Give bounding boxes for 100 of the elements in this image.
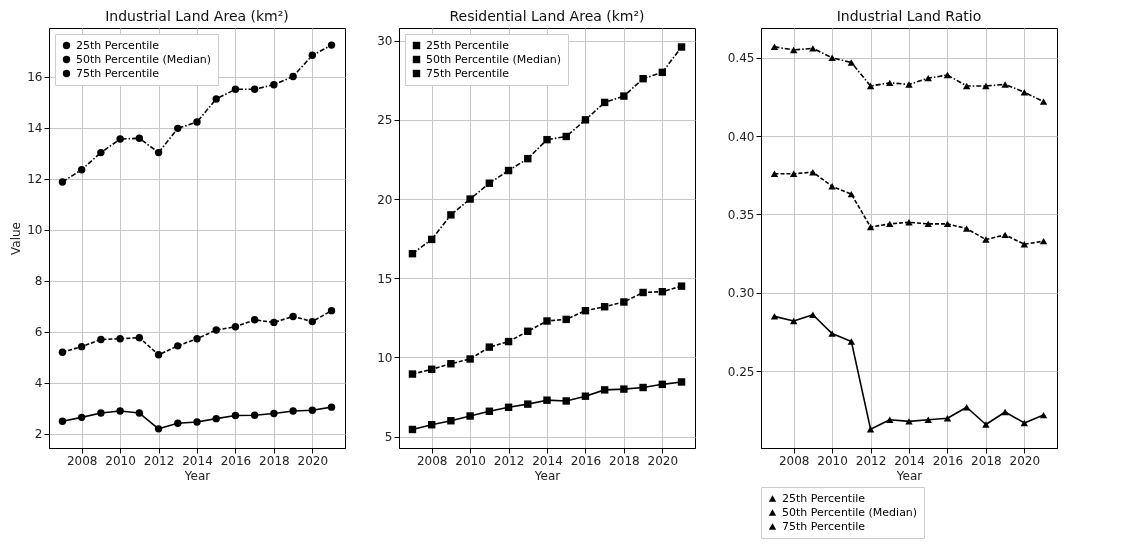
point — [135, 409, 144, 417]
point — [1001, 81, 1009, 88]
point — [1001, 408, 1009, 416]
x-axis-title: Year — [895, 468, 923, 483]
point — [135, 134, 144, 142]
point — [174, 342, 182, 350]
point — [828, 54, 836, 61]
point — [1039, 237, 1048, 245]
chart-title: Residential Land Area (km²) — [449, 8, 645, 24]
point — [408, 370, 417, 378]
chart-title: Industrial Land Ratio — [836, 8, 982, 24]
point — [905, 219, 913, 226]
point — [193, 335, 201, 343]
legend-label: 25th Percentile — [76, 38, 160, 52]
x-axis-title: Year — [533, 468, 561, 483]
point — [485, 343, 494, 351]
y-tick-label: 16 — [27, 70, 43, 85]
y-tick-label: 14 — [27, 121, 43, 136]
x-tick-label: 2018 — [609, 453, 640, 468]
point — [212, 414, 220, 423]
point — [327, 41, 336, 49]
x-tick-label: 2016 — [570, 453, 602, 468]
y-tick-label: 12 — [27, 172, 43, 187]
point — [231, 323, 240, 331]
point — [116, 407, 124, 415]
point — [982, 236, 990, 243]
y-tick-label: 20 — [377, 192, 393, 207]
point — [466, 195, 474, 203]
point — [308, 406, 317, 414]
y-tick-label: 0.25 — [727, 364, 755, 379]
point — [77, 166, 86, 174]
point — [447, 417, 455, 425]
x-tick-label: 2018 — [259, 453, 290, 468]
point — [809, 311, 817, 318]
point — [1001, 231, 1009, 239]
point — [905, 81, 913, 88]
legend-label: 25th Percentile — [426, 38, 510, 52]
legend-label: 50th Percentile (Median) — [426, 52, 562, 66]
point — [77, 342, 86, 351]
point — [270, 318, 278, 327]
point — [174, 124, 182, 133]
point — [847, 59, 856, 66]
point — [250, 316, 259, 324]
point — [289, 72, 297, 81]
legend-label: 75th Percentile — [782, 519, 866, 533]
point — [620, 92, 628, 100]
y-tick-label: 0.30 — [727, 286, 755, 301]
x-tick-label: 2014 — [894, 453, 925, 468]
point — [982, 82, 990, 90]
y-tick-label: 10 — [27, 223, 43, 238]
y-tick-label: 5 — [384, 430, 393, 445]
point — [639, 383, 647, 392]
point — [943, 71, 952, 79]
point — [447, 211, 455, 219]
point — [250, 85, 259, 93]
point — [789, 317, 798, 325]
legend-label: 50th Percentile (Median) — [782, 505, 918, 519]
y-tick-label: 4 — [34, 376, 43, 391]
point — [620, 298, 628, 306]
point — [212, 95, 220, 103]
point — [886, 79, 894, 87]
point — [886, 220, 894, 228]
legend-label: 75th Percentile — [426, 66, 510, 80]
point — [447, 360, 455, 368]
point — [308, 51, 317, 60]
point — [193, 118, 201, 126]
x-tick-label: 2012 — [493, 453, 525, 468]
point — [924, 416, 932, 423]
x-tick-label: 2012 — [855, 453, 887, 468]
point — [231, 85, 240, 93]
point — [886, 416, 894, 423]
y-tick-label: 2 — [34, 427, 43, 442]
x-tick-label: 2020 — [1009, 453, 1041, 468]
x-tick-label: 2008 — [778, 453, 810, 468]
point — [174, 419, 182, 427]
point — [231, 411, 240, 420]
point — [677, 282, 686, 290]
point — [562, 397, 570, 405]
point — [485, 179, 494, 187]
chart-title: Industrial Land Area (km²) — [105, 8, 289, 24]
point — [289, 407, 297, 415]
x-tick-label: 2014 — [532, 453, 563, 468]
point — [677, 378, 686, 386]
x-tick-label: 2016 — [220, 453, 252, 468]
point — [677, 43, 686, 51]
y-tick-label: 15 — [377, 271, 393, 286]
y-tick-label: 10 — [377, 350, 393, 365]
point — [847, 190, 856, 198]
point — [962, 82, 971, 90]
point — [905, 418, 913, 425]
point — [1039, 98, 1048, 105]
point — [154, 425, 163, 433]
y-tick-label: 25 — [377, 113, 393, 128]
point — [77, 413, 86, 422]
point — [193, 418, 201, 426]
x-tick-label: 2008 — [66, 453, 98, 468]
point — [154, 148, 163, 157]
legend-label: 25th Percentile — [782, 491, 866, 505]
point — [250, 411, 259, 420]
point — [97, 148, 105, 157]
